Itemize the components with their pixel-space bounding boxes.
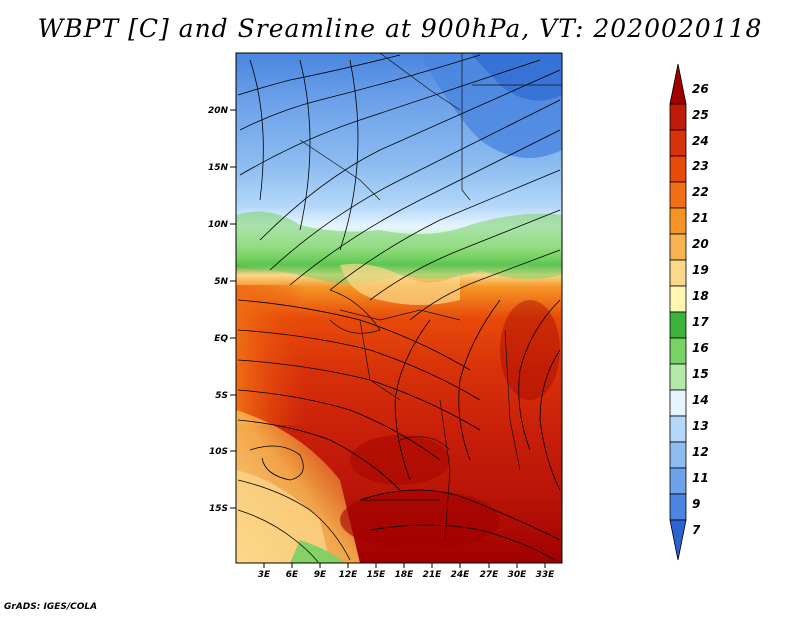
lat-label: 5S: [215, 391, 228, 401]
colorbar-label: 19: [692, 263, 709, 277]
map-frame: [235, 52, 563, 564]
lon-label: 6E: [286, 570, 299, 580]
lat-label: EQ: [214, 334, 228, 344]
colorbar-segment: [669, 63, 687, 105]
lon-label: 15E: [367, 570, 387, 580]
colorbar-label: 25: [692, 108, 709, 122]
colorbar-segment: [669, 363, 687, 391]
colorbar-segment: [669, 337, 687, 365]
colorbar-segment: [669, 233, 687, 261]
colorbar-label: 14: [692, 393, 709, 407]
lon-label: 33E: [536, 570, 556, 580]
colorbar-label: 11: [692, 471, 709, 485]
lon-label: 3E: [258, 570, 271, 580]
colorbar-label: 15: [692, 367, 709, 381]
colorbar-segment: [669, 311, 687, 339]
colorbar-segment: [669, 285, 687, 313]
colorbar-segment: [669, 493, 687, 521]
lat-axis: 20N 15N 10N 5N EQ 5S 10S 15S: [208, 106, 236, 514]
colorbar-segment: [669, 415, 687, 443]
colorbar-segment: [669, 155, 687, 183]
map-title: WBPT [C] and Sreamline at 900hPa, VT: 20…: [37, 14, 763, 43]
colorbar-label: 16: [692, 341, 709, 355]
lon-label: 9E: [314, 570, 327, 580]
colorbar-segment: [669, 441, 687, 469]
lat-label: 5N: [214, 277, 228, 287]
lon-label: 18E: [395, 570, 415, 580]
colorbar-label: 23: [692, 159, 709, 173]
colorbar-segment: [669, 103, 687, 131]
lon-label: 27E: [480, 570, 500, 580]
colorbar-segment: [669, 519, 687, 561]
wbpt-field: [236, 53, 562, 563]
colorbar-label: 22: [692, 185, 709, 199]
lat-label: 10N: [208, 220, 229, 230]
lon-label: 12E: [339, 570, 359, 580]
colorbar-label: 17: [692, 315, 709, 329]
colorbar-segment: [669, 207, 687, 235]
colorbar-label: 12: [692, 445, 709, 459]
streamlines: [237, 54, 561, 563]
colorbar-labels: 26 25 24 23 22 21 20 19 18 17 16 15 14 1…: [692, 82, 709, 537]
colorbar-label: 24: [692, 134, 709, 148]
colorbar-label: 20: [692, 237, 709, 251]
colorbar-label: 9: [692, 497, 700, 511]
colorbar-segment: [669, 181, 687, 209]
colorbar-segment: [669, 467, 687, 495]
colorbar-label: 7: [692, 523, 701, 537]
footer-credit: GrADS: IGES/COLA: [4, 602, 98, 612]
lon-label: 24E: [451, 570, 471, 580]
lat-label: 15N: [208, 163, 229, 173]
lat-label: 15S: [209, 504, 228, 514]
country-borders: [299, 53, 562, 541]
colorbar: [669, 63, 687, 561]
lon-label: 21E: [423, 570, 443, 580]
lat-label: 20N: [208, 106, 229, 116]
lat-label: 10S: [209, 447, 228, 457]
colorbar-segment: [669, 129, 687, 157]
colorbar-label: 26: [692, 82, 709, 96]
colorbar-segment: [669, 389, 687, 417]
lon-axis: 3E 6E 9E 12E 15E 18E 21E 24E 27E 30E 33E: [258, 563, 555, 580]
colorbar-label: 18: [692, 289, 709, 303]
colorbar-label: 13: [692, 419, 709, 433]
colorbar-segment: [669, 259, 687, 287]
colorbar-label: 21: [692, 211, 709, 225]
lon-label: 30E: [508, 570, 528, 580]
